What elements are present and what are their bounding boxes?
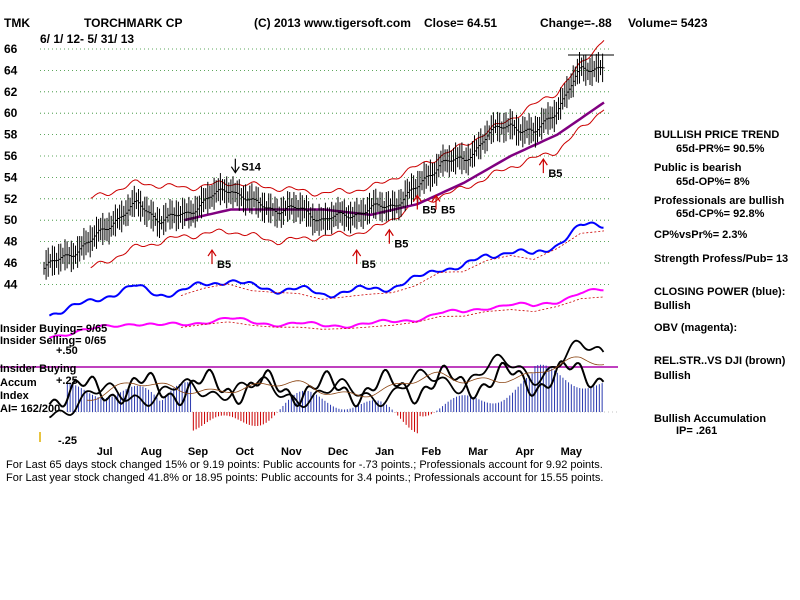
accumulation-ma-line (86, 356, 605, 401)
price-tick-label: 62 (4, 85, 18, 99)
price-tick-label: 60 (4, 106, 18, 120)
accum-label: Accum (0, 377, 37, 389)
index-label: Index (0, 390, 30, 402)
month-label: Mar (468, 446, 488, 458)
price-tick-label: 54 (4, 170, 18, 184)
accumulation-index-line (48, 360, 605, 408)
accumulation-status: Bullish Accumulation (654, 413, 766, 425)
month-label: Feb (422, 446, 442, 458)
buy-arrow-head (352, 248, 362, 257)
volume-value: Volume= 5423 (628, 16, 708, 30)
closing-power-status: Bullish (654, 300, 691, 312)
strength-value: Strength Profess/Pub= 13 (654, 253, 788, 265)
close-value: Close= 64.51 (424, 16, 497, 30)
buy-signal-label: B5 (394, 239, 408, 251)
price-gridlines (40, 48, 610, 285)
month-label: Jul (97, 446, 113, 458)
relstr-status: Bullish (654, 370, 691, 382)
relative-strength-line (48, 339, 605, 419)
price-tick-label: 50 (4, 213, 18, 227)
moving-average-line (183, 101, 605, 222)
cp-value: 65d-CP%= 92.8% (676, 208, 765, 220)
price-bars (43, 52, 605, 280)
buy-arrow-head (412, 194, 422, 202)
month-label: Dec (328, 446, 348, 458)
buy-arrow-head (384, 228, 394, 237)
month-label: Aug (141, 446, 162, 458)
accum-label-minus25: -.25 (58, 435, 77, 447)
insider-buying-ratio: Insider Buying= 9/65 (0, 323, 107, 335)
relstr-label: REL.STR..VS DJI (brown) (654, 355, 786, 367)
obv-ma-line (180, 296, 605, 330)
public-status: Public is bearish (654, 162, 742, 174)
sell-signal-label: S14 (241, 162, 261, 174)
accum-label-plus50: +.50 (56, 345, 78, 357)
buy-signal-label: B5 (422, 205, 436, 217)
buy-signal-label: B5 (362, 259, 376, 271)
ticker: TMK (4, 16, 30, 30)
insider-buying-label: Insider Buying (0, 363, 76, 375)
op-value: 65d-OP%= 8% (676, 176, 750, 188)
month-label: Oct (235, 446, 254, 458)
cpvspr-value: CP%vsPr%= 2.3% (654, 229, 747, 241)
price-tick-label: 44 (4, 277, 18, 291)
month-axis-labels: Jul Aug Sep Oct Nov Dec Jan Feb Mar Apr May (97, 446, 583, 458)
price-tick-label: 64 (4, 63, 18, 77)
month-label: Jan (375, 446, 394, 458)
trend-title: BULLISH PRICE TREND (654, 129, 779, 141)
pr-value: 65d-PR%= 90.5% (676, 143, 765, 155)
month-label: Nov (281, 446, 303, 458)
company-name: TORCHMARK CP (84, 16, 182, 30)
price-tick-label: 66 (4, 42, 18, 56)
obv-line (49, 287, 604, 339)
change-value: Change=-.88 (540, 16, 612, 30)
copyright: (C) 2013 www.tigersoft.com (254, 16, 411, 30)
buy-arrow-head (207, 248, 217, 257)
price-tick-label: 52 (4, 192, 18, 206)
signal-markers: B5 B5 B5 B5 B5 B5 S14 (207, 158, 562, 271)
ip-value: IP= .261 (676, 425, 717, 437)
buy-signal-label: B5 (217, 259, 231, 271)
upper-band-line (90, 40, 605, 199)
month-label: May (561, 446, 583, 458)
closing-power-label: CLOSING POWER (blue): (654, 286, 785, 298)
buy-arrow-head (538, 158, 548, 166)
price-tick-label: 56 (4, 149, 18, 163)
date-range: 6/ 1/ 12- 5/ 31/ 13 (40, 32, 134, 46)
buy-signal-label: B5 (548, 168, 562, 180)
closing-power-line (48, 221, 604, 317)
closing-power-ma-line (180, 230, 605, 300)
lower-band-line (90, 109, 605, 269)
obv-label: OBV (magenta): (654, 322, 737, 334)
month-label: Sep (188, 446, 208, 458)
price-axis-labels: 66 64 62 60 58 56 54 52 50 48 46 44 (4, 42, 18, 291)
price-tick-label: 58 (4, 128, 18, 142)
ai-value: AI= 162/200 (0, 403, 60, 415)
pros-status: Professionals are bullish (654, 195, 784, 207)
price-tick-label: 46 (4, 256, 18, 270)
insider-selling-ratio: Insider Selling= 0/65 (0, 335, 106, 347)
sell-arrow-head (230, 166, 240, 174)
buy-signal-label: B5 (441, 205, 455, 217)
footer-line-2: For Last year stock changed 41.8% or 18.… (6, 472, 603, 484)
footer-line-1: For Last 65 days stock changed 15% or 9.… (6, 459, 603, 471)
month-label: Apr (515, 446, 535, 458)
accum-label-plus25: +.25 (56, 375, 78, 387)
buy-arrow-head (431, 194, 441, 202)
price-tick-label: 48 (4, 235, 18, 249)
